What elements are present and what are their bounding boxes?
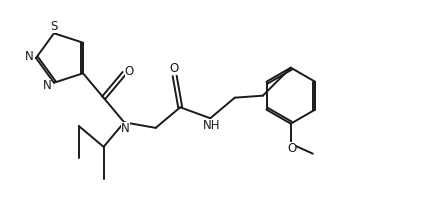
Text: O: O: [125, 65, 134, 78]
Text: O: O: [169, 62, 178, 75]
Text: N: N: [42, 79, 51, 92]
Text: NH: NH: [203, 119, 220, 132]
Text: S: S: [50, 20, 58, 33]
Text: N: N: [121, 122, 130, 135]
Text: N: N: [25, 49, 33, 62]
Text: O: O: [287, 142, 296, 155]
